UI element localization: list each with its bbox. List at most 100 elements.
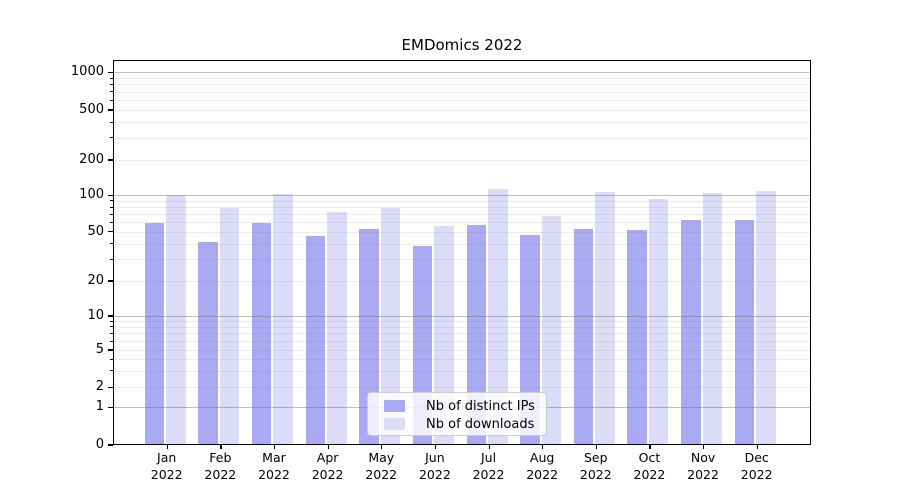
gridline-minor xyxy=(114,326,810,328)
x-tick-mark xyxy=(703,445,705,449)
bar-downloads xyxy=(219,208,240,445)
legend-label-distinct-ips: Nb of distinct IPs xyxy=(426,398,535,414)
y-minor-tick-mark xyxy=(110,77,113,79)
bar-downloads xyxy=(488,188,508,445)
y-minor-tick-mark xyxy=(110,349,113,351)
bar-downloads xyxy=(702,193,723,445)
gridline-minor xyxy=(114,200,810,202)
x-tick-label: Feb 2022 xyxy=(204,450,237,482)
y-minor-tick-mark xyxy=(110,221,113,223)
legend-label-downloads: Nb of downloads xyxy=(426,416,535,432)
gridline-minor xyxy=(114,350,810,351)
y-minor-tick-mark xyxy=(110,121,113,123)
gridline-major xyxy=(114,195,810,197)
bar-distinct-ips xyxy=(305,236,326,445)
gridline-minor xyxy=(114,321,810,323)
y-minor-tick-mark xyxy=(110,358,113,360)
x-tick-mark xyxy=(488,445,490,449)
x-tick-label: Jun 2022 xyxy=(418,450,451,482)
bar-distinct-ips xyxy=(251,223,272,445)
x-tick-label: Sep 2022 xyxy=(579,450,612,482)
bar-downloads xyxy=(756,190,776,445)
y-tick-label: 500 xyxy=(79,102,104,117)
x-tick-label: Apr 2022 xyxy=(311,450,344,482)
y-tick-mark xyxy=(108,71,113,73)
y-minor-tick-mark xyxy=(110,200,113,202)
y-minor-tick-mark xyxy=(110,386,113,388)
y-tick-label: 10 xyxy=(87,308,104,323)
x-tick-mark xyxy=(381,445,383,449)
y-tick-label: 0 xyxy=(95,437,104,452)
bar-downloads xyxy=(380,207,401,445)
bar-downloads xyxy=(166,195,186,445)
bar-distinct-ips xyxy=(144,223,165,445)
x-tick-mark xyxy=(220,445,222,449)
y-tick-label: 50 xyxy=(87,223,104,239)
x-tick-mark xyxy=(756,445,758,449)
x-tick-label: Jul 2022 xyxy=(472,450,505,482)
x-tick-mark xyxy=(273,445,276,449)
gridline-minor xyxy=(114,387,810,389)
legend-item-downloads: Nb of downloads xyxy=(368,415,546,433)
gridline-minor xyxy=(114,259,810,261)
y-tick-mark xyxy=(108,444,113,446)
legend-swatch-downloads xyxy=(384,418,405,430)
legend-swatch-distinct-ips xyxy=(384,400,405,412)
y-tick-label: 2 xyxy=(95,379,104,395)
bar-distinct-ips xyxy=(573,228,594,445)
y-minor-tick-mark xyxy=(110,83,113,85)
x-tick-mark xyxy=(649,445,651,449)
y-minor-tick-mark xyxy=(110,243,113,245)
y-tick-mark xyxy=(108,406,113,408)
gridline-minor xyxy=(114,110,810,111)
y-tick-label: 1000 xyxy=(70,64,104,80)
gridline-minor xyxy=(114,222,810,224)
gridline-minor xyxy=(114,91,810,93)
bar-downloads xyxy=(541,215,562,445)
gridline-minor xyxy=(114,78,810,80)
y-minor-tick-mark xyxy=(110,206,113,208)
gridline-minor xyxy=(114,333,810,335)
gridline-minor xyxy=(114,370,810,372)
bar-downloads xyxy=(595,191,615,445)
y-minor-tick-mark xyxy=(110,258,113,260)
gridline-minor xyxy=(114,137,810,139)
x-tick-label: Jan 2022 xyxy=(150,450,183,482)
gridline-major xyxy=(114,316,810,317)
gridline-minor xyxy=(114,207,810,209)
y-minor-tick-mark xyxy=(110,109,113,111)
x-tick-mark xyxy=(595,445,597,449)
y-minor-tick-mark xyxy=(110,137,113,139)
gridline-major xyxy=(114,72,810,74)
y-tick-label: 200 xyxy=(79,152,104,167)
y-tick-label: 100 xyxy=(79,187,104,203)
gridline-minor xyxy=(114,231,810,233)
gridline-minor xyxy=(114,359,810,361)
bar-distinct-ips xyxy=(734,220,755,445)
x-tick-label: Dec 2022 xyxy=(740,450,773,482)
gridline-minor xyxy=(114,341,810,343)
y-minor-tick-mark xyxy=(110,340,113,342)
y-minor-tick-mark xyxy=(110,159,113,161)
y-minor-tick-mark xyxy=(110,91,113,93)
legend: Nb of distinct IPs Nb of downloads xyxy=(367,392,547,436)
bar-distinct-ips xyxy=(681,220,701,445)
y-minor-tick-mark xyxy=(110,213,113,215)
y-tick-label: 1 xyxy=(95,399,104,415)
x-tick-label: Mar 2022 xyxy=(258,450,290,482)
gridline-minor xyxy=(114,281,810,282)
y-tick-mark xyxy=(108,194,113,196)
y-tick-mark xyxy=(108,315,113,317)
gridline-minor xyxy=(114,100,810,102)
bar-downloads xyxy=(648,199,669,445)
bar-downloads xyxy=(273,194,293,445)
bar-distinct-ips xyxy=(198,242,218,445)
y-minor-tick-mark xyxy=(110,370,113,372)
bar-distinct-ips xyxy=(466,224,487,445)
y-tick-label: 20 xyxy=(87,273,104,288)
bar-distinct-ips xyxy=(359,228,379,445)
bar-downloads xyxy=(327,211,347,445)
legend-item-distinct-ips: Nb of distinct IPs xyxy=(368,397,546,415)
y-minor-tick-mark xyxy=(110,280,113,282)
